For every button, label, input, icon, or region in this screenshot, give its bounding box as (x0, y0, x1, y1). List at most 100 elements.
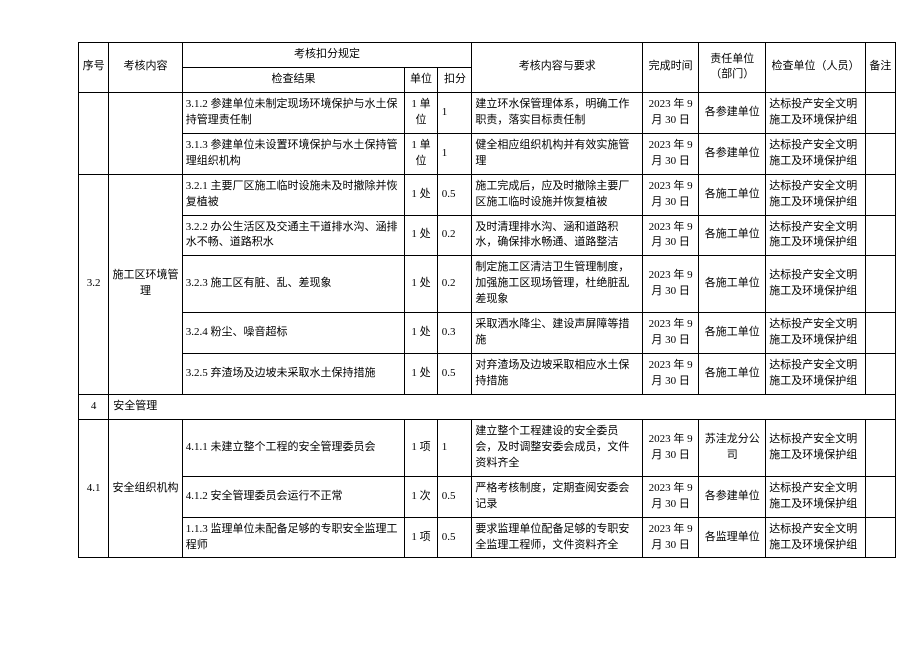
cell-c-check: 3.1.3 参建单位未设置环境保护与水土保持管理组织机构 (182, 133, 405, 174)
cell-c-resp: 各参建单位 (699, 476, 766, 517)
hdr-rule-group: 考核扣分规定 (182, 43, 472, 68)
cell-c-score: 0.5 (437, 174, 472, 215)
table-row: 3.2.2 办公生活区及交通主干道排水沟、涵排水不畅、道路积水1 处0.2及时清… (79, 215, 896, 256)
cell-c-check: 4.1.2 安全管理委员会运行不正常 (182, 476, 405, 517)
cell-c-insp: 达标投产安全文明施工及环境保护组 (766, 215, 865, 256)
cell-c-cat (109, 92, 182, 174)
hdr-unit: 单位 (405, 67, 437, 92)
cell-c-score: 0.2 (437, 215, 472, 256)
hdr-time: 完成时间 (643, 43, 699, 93)
cell-c-resp: 各参建单位 (699, 92, 766, 133)
cell-c-unit: 1 单位 (405, 133, 437, 174)
cell-c-score: 1 (437, 133, 472, 174)
cell-c-note (865, 419, 895, 476)
cell-c-req: 制定施工区清洁卫生管理制度，加强施工区现场管理，杜绝脏乱差现象 (472, 256, 643, 313)
cell-c-unit: 1 次 (405, 476, 437, 517)
cell-c-req: 建立环水保管理体系，明确工作职责，落实目标责任制 (472, 92, 643, 133)
cell-c-unit: 1 项 (405, 419, 437, 476)
cell-c-time: 2023 年 9 月 30 日 (643, 354, 699, 395)
cell-c-insp: 达标投产安全文明施工及环境保护组 (766, 256, 865, 313)
table-row: 4.1安全组织机构4.1.1 未建立整个工程的安全管理委员会1 项1建立整个工程… (79, 419, 896, 476)
cell-c-note (865, 354, 895, 395)
hdr-cat: 考核内容 (109, 43, 182, 93)
cell-c-req: 建立整个工程建设的安全委员会，及时调整安委会成员，文件资料齐全 (472, 419, 643, 476)
hdr-score: 扣分 (437, 67, 472, 92)
cell-c-score: 1 (437, 419, 472, 476)
cell-c-resp: 苏洼龙分公司 (699, 419, 766, 476)
cell-c-seq: 3.2 (79, 174, 109, 394)
cell-c-time: 2023 年 9 月 30 日 (643, 133, 699, 174)
cell-c-unit: 1 处 (405, 354, 437, 395)
cell-c-check: 3.2.5 弃渣场及边坡未采取水土保持措施 (182, 354, 405, 395)
cell-c-unit: 1 处 (405, 313, 437, 354)
cell-c-req: 及时清理排水沟、涵和道路积水，确保排水畅通、道路整洁 (472, 215, 643, 256)
cell-c-score: 0.5 (437, 476, 472, 517)
cell-c-note (865, 313, 895, 354)
table-row: 4安全管理 (79, 394, 896, 419)
cell-c-time: 2023 年 9 月 30 日 (643, 517, 699, 558)
page: 序号 考核内容 考核扣分规定 考核内容与要求 完成时间 责任单位（部门） 检查单… (0, 0, 920, 651)
cell-c-time: 2023 年 9 月 30 日 (643, 92, 699, 133)
cell-c-insp: 达标投产安全文明施工及环境保护组 (766, 517, 865, 558)
cell-c-time: 2023 年 9 月 30 日 (643, 313, 699, 354)
cell-c-resp: 各参建单位 (699, 133, 766, 174)
cell-c-req: 施工完成后，应及时撤除主要厂区施工临时设施并恢复植被 (472, 174, 643, 215)
cell-c-cat: 施工区环境管理 (109, 174, 182, 394)
cell-c-check: 3.2.2 办公生活区及交通主干道排水沟、涵排水不畅、道路积水 (182, 215, 405, 256)
cell-c-time: 2023 年 9 月 30 日 (643, 174, 699, 215)
cell-c-note (865, 256, 895, 313)
assessment-table: 序号 考核内容 考核扣分规定 考核内容与要求 完成时间 责任单位（部门） 检查单… (78, 42, 896, 558)
hdr-check: 检查结果 (182, 67, 405, 92)
cell-c-seq (79, 92, 109, 174)
cell-c-time: 2023 年 9 月 30 日 (643, 215, 699, 256)
cell-c-note (865, 215, 895, 256)
cell-c-insp: 达标投产安全文明施工及环境保护组 (766, 419, 865, 476)
cell-c-unit: 1 处 (405, 215, 437, 256)
cell-c-check: 4.1.1 未建立整个工程的安全管理委员会 (182, 419, 405, 476)
cell-c-resp: 各施工单位 (699, 256, 766, 313)
cell-c-insp: 达标投产安全文明施工及环境保护组 (766, 476, 865, 517)
cell-c-unit: 1 处 (405, 174, 437, 215)
cell-c-note (865, 133, 895, 174)
cell-c-check: 3.2.3 施工区有脏、乱、差现象 (182, 256, 405, 313)
cell-c-check: 1.1.3 监理单位未配备足够的专职安全监理工程师 (182, 517, 405, 558)
cell-c-check: 3.2.4 粉尘、噪音超标 (182, 313, 405, 354)
cell-c-seq: 4.1 (79, 419, 109, 558)
table-row: 3.1.2 参建单位未制定现场环境保护与水土保持管理责任制1 单位1建立环水保管… (79, 92, 896, 133)
cell-c-score: 0.3 (437, 313, 472, 354)
table-row: 1.1.3 监理单位未配备足够的专职安全监理工程师1 项0.5要求监理单位配备足… (79, 517, 896, 558)
table-row: 4.1.2 安全管理委员会运行不正常1 次0.5严格考核制度，定期查阅安委会记录… (79, 476, 896, 517)
cell-c-resp: 各施工单位 (699, 313, 766, 354)
cell-c-cat: 安全管理 (109, 394, 896, 419)
cell-c-req: 对弃渣场及边坡采取相应水土保持措施 (472, 354, 643, 395)
table-header: 序号 考核内容 考核扣分规定 考核内容与要求 完成时间 责任单位（部门） 检查单… (79, 43, 896, 93)
cell-c-check: 3.2.1 主要厂区施工临时设施未及时撤除并恢复植被 (182, 174, 405, 215)
cell-c-req: 采取洒水降尘、建设声屏障等措施 (472, 313, 643, 354)
table-row: 3.1.3 参建单位未设置环境保护与水土保持管理组织机构1 单位1健全相应组织机… (79, 133, 896, 174)
cell-c-resp: 各监理单位 (699, 517, 766, 558)
cell-c-req: 严格考核制度，定期查阅安委会记录 (472, 476, 643, 517)
cell-c-time: 2023 年 9 月 30 日 (643, 256, 699, 313)
cell-c-note (865, 174, 895, 215)
cell-c-note (865, 476, 895, 517)
table-body: 3.1.2 参建单位未制定现场环境保护与水土保持管理责任制1 单位1建立环水保管… (79, 92, 896, 558)
table-row: 3.2.4 粉尘、噪音超标1 处0.3采取洒水降尘、建设声屏障等措施2023 年… (79, 313, 896, 354)
cell-c-resp: 各施工单位 (699, 215, 766, 256)
cell-c-cat: 安全组织机构 (109, 419, 182, 558)
hdr-note: 备注 (865, 43, 895, 93)
cell-c-insp: 达标投产安全文明施工及环境保护组 (766, 313, 865, 354)
cell-c-unit: 1 处 (405, 256, 437, 313)
cell-c-req: 健全相应组织机构并有效实施管理 (472, 133, 643, 174)
cell-c-score: 0.5 (437, 517, 472, 558)
cell-c-time: 2023 年 9 月 30 日 (643, 476, 699, 517)
cell-c-unit: 1 项 (405, 517, 437, 558)
cell-c-seq: 4 (79, 394, 109, 419)
hdr-seq: 序号 (79, 43, 109, 93)
hdr-req: 考核内容与要求 (472, 43, 643, 93)
cell-c-resp: 各施工单位 (699, 174, 766, 215)
cell-c-note (865, 517, 895, 558)
table-row: 3.2施工区环境管理3.2.1 主要厂区施工临时设施未及时撤除并恢复植被1 处0… (79, 174, 896, 215)
cell-c-check: 3.1.2 参建单位未制定现场环境保护与水土保持管理责任制 (182, 92, 405, 133)
cell-c-req: 要求监理单位配备足够的专职安全监理工程师，文件资料齐全 (472, 517, 643, 558)
cell-c-score: 0.2 (437, 256, 472, 313)
